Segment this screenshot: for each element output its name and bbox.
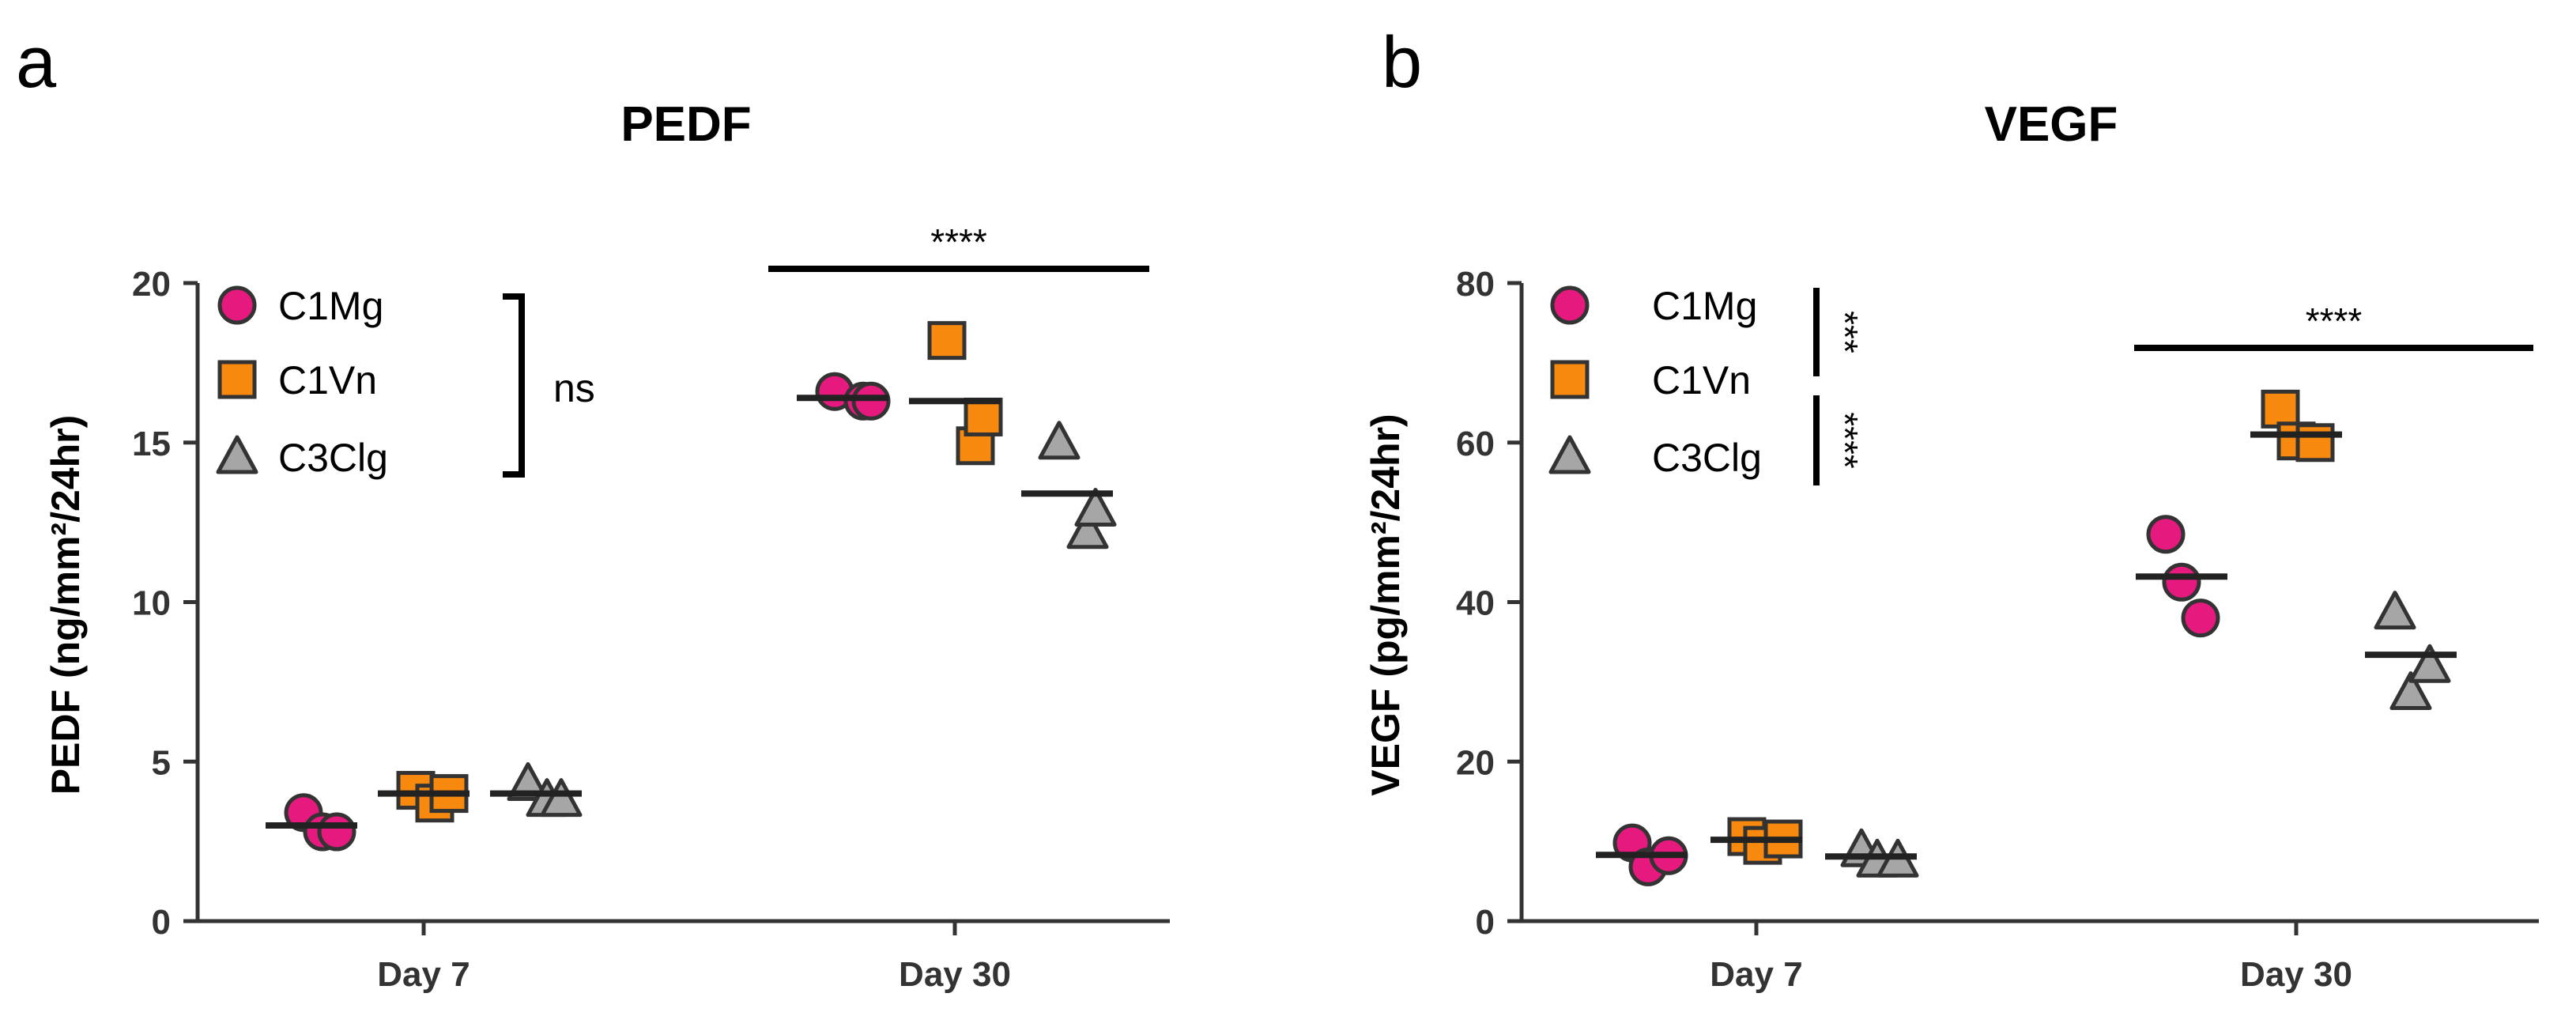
- panel-a: a PEDF 0 5 10 15 20 Day 7 Day 30 PEDF (ng/mm²/24h…: [16, 22, 1170, 994]
- y-tick-label: 0: [1476, 903, 1495, 942]
- legend-marker: [1550, 285, 1590, 325]
- legend-bracket-label: ns: [553, 366, 595, 410]
- data-point: [2146, 515, 2186, 554]
- legend-label: C3Clg: [278, 436, 388, 480]
- series-C1Mg: [266, 372, 891, 852]
- legend-marker: [1550, 360, 1590, 399]
- y-tick-label: 60: [1456, 425, 1495, 463]
- data-point: [2374, 591, 2416, 630]
- legend-marker: [1548, 435, 1591, 474]
- data-point: [2389, 670, 2432, 710]
- y-tick-label: 40: [1456, 584, 1495, 623]
- legend-entry: C1Vn: [217, 358, 377, 402]
- y-axis-label: VEGF (pg/mm²/24hr): [1363, 414, 1408, 795]
- data-point: [507, 761, 549, 801]
- data-point: [1038, 421, 1081, 460]
- x-tick-label: Day 30: [2240, 955, 2352, 994]
- legend-entry: C1Mg: [1550, 284, 1757, 328]
- legend-entry: C1Mg: [217, 284, 383, 328]
- data-point: [851, 381, 891, 421]
- data-point: [927, 321, 967, 361]
- data-point: [1066, 510, 1109, 550]
- y-tick-label: 20: [1456, 743, 1495, 782]
- x-tick-label: Day 7: [1710, 955, 1802, 994]
- data-point: [317, 812, 356, 852]
- data-point: [2181, 599, 2220, 638]
- series-C1Vn: [1710, 389, 2342, 865]
- x-tick-label: Day 30: [899, 955, 1011, 994]
- legend-bracket-label: ****: [1824, 412, 1865, 469]
- data-point: [2408, 644, 2451, 683]
- legend-label: C3Clg: [1652, 436, 1762, 480]
- legend-bracket-label: ***: [1824, 311, 1865, 353]
- chart-title: VEGF: [1985, 97, 2118, 152]
- panel-b: b VEGF 0 20 40 60 80 Day 7 Day 30 VEGF (pg/mm²/24…: [1363, 22, 2539, 994]
- y-tick-label: 0: [152, 903, 171, 942]
- data-point: [540, 778, 583, 818]
- data-point: [2295, 423, 2335, 463]
- y-tick-label: 20: [132, 265, 171, 304]
- legend-marker: [216, 435, 258, 474]
- data-point: [2162, 562, 2201, 602]
- series-C3Clg: [490, 421, 1117, 818]
- significance-label: ****: [930, 221, 987, 262]
- y-tick-label: 10: [132, 584, 171, 623]
- data-point: [964, 397, 1003, 436]
- series-C3Clg: [1825, 591, 2457, 878]
- y-tick-label: 5: [152, 743, 171, 782]
- panel-letter: b: [1382, 22, 1422, 103]
- legend-marker: [217, 360, 257, 399]
- legend-entry: C1Vn: [1550, 358, 1751, 402]
- legend-label: C1Mg: [278, 284, 383, 328]
- significance-label: ****: [2306, 300, 2363, 342]
- legend-label: C1Vn: [278, 358, 377, 402]
- legend-bracket: [503, 293, 525, 478]
- series-C1Mg: [1596, 515, 2227, 886]
- series-C1Vn: [378, 321, 1003, 823]
- legend-label: C1Vn: [1652, 358, 1751, 402]
- y-tick-label: 15: [132, 425, 171, 463]
- x-tick-label: Day 7: [377, 955, 470, 994]
- data-point: [2261, 389, 2300, 429]
- legend-entry: C3Clg: [1548, 435, 1762, 480]
- legend-marker: [217, 285, 257, 325]
- y-tick-label: 80: [1456, 265, 1495, 304]
- y-axis-label: PEDF (ng/mm²/24hr): [43, 415, 88, 795]
- panel-letter: a: [16, 22, 57, 103]
- data-point: [1074, 487, 1117, 527]
- legend-label: C1Mg: [1652, 284, 1757, 328]
- chart-title: PEDF: [620, 97, 751, 152]
- legend-entry: C3Clg: [216, 435, 388, 480]
